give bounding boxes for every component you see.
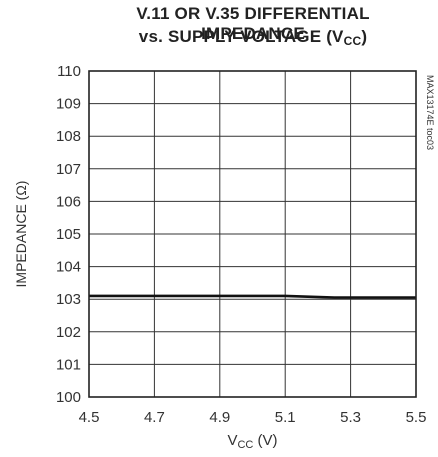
x-tick-label: 5.3 [340, 409, 361, 426]
series-line [89, 294, 416, 299]
y-tick-label: 109 [56, 96, 81, 113]
title-line2-subscript: CC [343, 34, 362, 48]
y-tick-label: 105 [56, 226, 81, 243]
y-tick-label: 107 [56, 161, 81, 178]
y-tick-label: 110 [57, 63, 81, 80]
y-axis-label: IMPEDANCE (Ω) [13, 181, 29, 288]
y-tick-label: 101 [56, 356, 81, 373]
title-line2-suffix: ) [361, 27, 368, 46]
y-tick-label: 104 [56, 259, 81, 276]
y-tick-label: 100 [56, 389, 81, 406]
chart-title-line1: V.11 OR V.35 DIFFERENTIAL IMPEDANCE [136, 4, 370, 43]
y-tick-labels: 100 101 102 103 104 105 106 107 108 109 110 [56, 63, 81, 406]
x-axis-label: VCC (V) [227, 432, 277, 451]
plot-frame [88, 70, 417, 398]
series-layer [89, 294, 416, 299]
x-axis-label-subscript: CC [237, 439, 253, 451]
y-tick-label: 106 [56, 193, 81, 210]
x-tick-label: 4.5 [79, 409, 100, 426]
x-axis-label-main: V [227, 432, 237, 449]
x-tick-label: 5.1 [275, 409, 296, 426]
y-tick-label: 108 [56, 128, 81, 145]
x-tick-labels: 4.5 4.7 4.9 5.1 5.3 5.5 [79, 409, 427, 426]
x-tick-label: 5.5 [406, 409, 427, 426]
y-tick-label: 102 [56, 324, 81, 341]
chart-title-line2: vs. SUPPLY VOLTAGE (VCC) [88, 27, 418, 48]
y-tick-label: 103 [56, 291, 81, 308]
grid [88, 70, 417, 398]
x-tick-label: 4.7 [144, 409, 165, 426]
x-tick-label: 4.9 [209, 409, 230, 426]
chart-watermark: MAX13174E toc03 [425, 75, 435, 150]
title-line2-prefix: vs. SUPPLY VOLTAGE (V [138, 27, 344, 46]
x-axis-label-suffix: (V) [253, 432, 277, 449]
